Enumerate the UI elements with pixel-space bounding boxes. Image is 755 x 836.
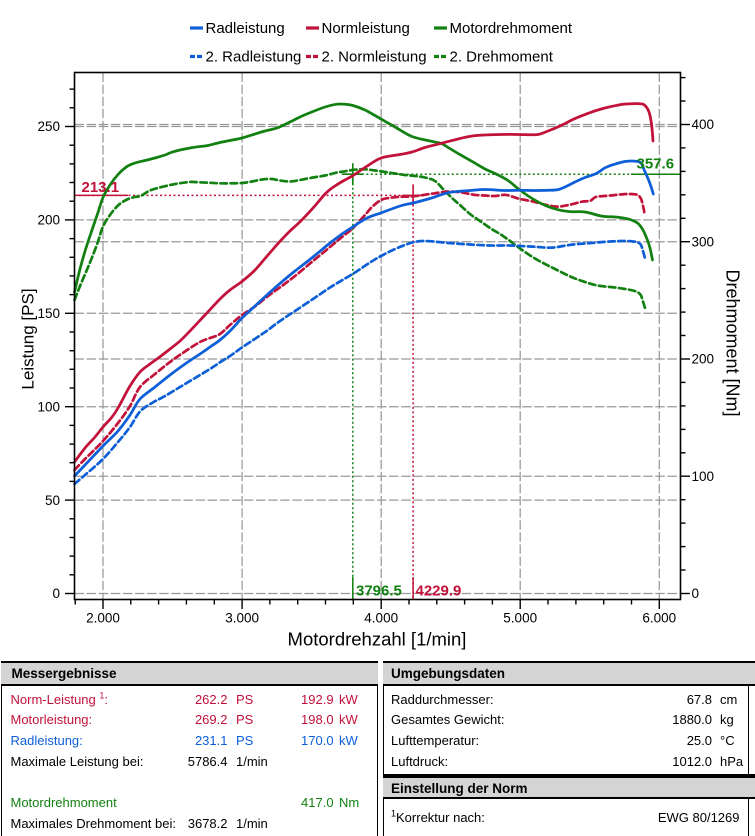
svg-text:Leistung [PS]: Leistung [PS] xyxy=(19,288,38,389)
svg-text:0: 0 xyxy=(692,586,700,601)
svg-text:300: 300 xyxy=(692,234,715,249)
svg-text:200: 200 xyxy=(37,213,60,228)
svg-text:357.6: 357.6 xyxy=(637,155,675,172)
svg-text:2. Radleistung: 2. Radleistung xyxy=(206,49,302,66)
svg-text:Normleistung: Normleistung xyxy=(322,20,410,37)
svg-text:50: 50 xyxy=(45,493,60,508)
svg-text:5.000: 5.000 xyxy=(503,610,537,625)
svg-text:Motordrehmoment: Motordrehmoment xyxy=(450,20,573,37)
svg-text:4.000: 4.000 xyxy=(364,610,398,625)
svg-text:100: 100 xyxy=(692,469,715,484)
svg-text:Motordrehzahl [1/min]: Motordrehzahl [1/min] xyxy=(288,629,467,650)
svg-text:100: 100 xyxy=(37,399,60,414)
svg-text:3.000: 3.000 xyxy=(225,610,259,625)
svg-text:400: 400 xyxy=(692,117,715,132)
svg-text:3796.5: 3796.5 xyxy=(356,582,402,599)
svg-text:Drehmoment [Nm]: Drehmoment [Nm] xyxy=(723,269,743,416)
svg-text:6.000: 6.000 xyxy=(642,610,676,625)
svg-text:Radleistung: Radleistung xyxy=(206,20,285,37)
svg-text:150: 150 xyxy=(37,306,60,321)
svg-text:250: 250 xyxy=(37,119,60,134)
svg-text:213.1: 213.1 xyxy=(82,179,120,196)
svg-text:4229.9: 4229.9 xyxy=(416,582,462,599)
svg-text:2. Normleistung: 2. Normleistung xyxy=(322,49,427,66)
svg-text:2.000: 2.000 xyxy=(86,610,120,625)
svg-text:200: 200 xyxy=(692,352,715,367)
svg-text:2. Drehmoment: 2. Drehmoment xyxy=(450,49,554,66)
svg-text:0: 0 xyxy=(52,586,60,601)
